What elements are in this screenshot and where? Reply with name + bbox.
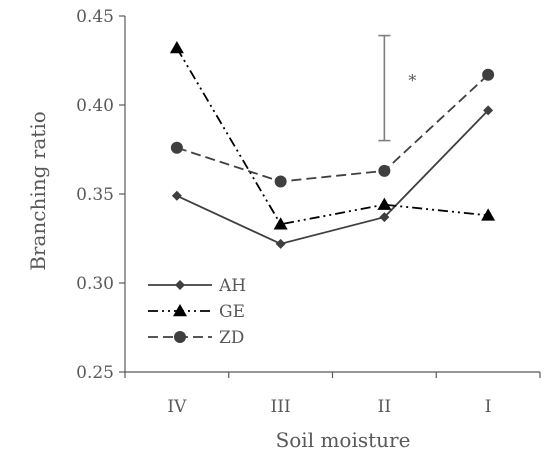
legend-item-zd: ZD <box>148 328 244 348</box>
data-point-ge <box>169 41 184 54</box>
data-point-ah <box>379 212 390 223</box>
data-point-ah <box>171 190 182 201</box>
data-point-ah <box>275 238 286 249</box>
legend-item-ge: GE <box>148 302 245 322</box>
legend-item-ah: AH <box>148 276 246 296</box>
y-tick-label: 0.25 <box>76 363 114 383</box>
y-tick-label: 0.45 <box>76 7 114 27</box>
legend-label: AH <box>218 276 246 296</box>
y-axis-title: Branching ratio <box>26 111 50 271</box>
x-axis-title: Soil moisture <box>276 428 411 452</box>
y-tick-label: 0.30 <box>76 274 114 294</box>
significance-annotation: * <box>378 34 416 142</box>
data-point-zd <box>274 175 287 188</box>
data-point-ah <box>483 105 494 116</box>
data-point-zd <box>378 164 391 177</box>
series-line-ah <box>176 109 489 245</box>
series-lines <box>169 41 496 249</box>
legend-marker <box>175 280 185 290</box>
x-tick-label: IV <box>167 397 187 417</box>
legend-marker <box>173 304 187 317</box>
series-line-zd <box>176 74 489 183</box>
x-tick-label: III <box>271 397 291 417</box>
x-tick-label: II <box>378 397 391 417</box>
legend-label: GE <box>219 302 245 322</box>
data-point-zd <box>482 68 495 81</box>
significance-label: * <box>408 71 416 90</box>
legend-label: ZD <box>219 328 244 348</box>
y-tick-label: 0.40 <box>76 96 114 116</box>
series-ah <box>171 105 494 249</box>
series-ge <box>169 41 496 230</box>
axes <box>124 16 540 373</box>
series-zd <box>170 68 495 188</box>
data-point-zd <box>170 141 183 154</box>
data-point-ge <box>377 197 392 210</box>
legend-marker <box>174 331 186 343</box>
series-line-ge <box>176 47 489 226</box>
data-point-ge <box>273 217 288 230</box>
y-tick-label: 0.35 <box>76 185 114 205</box>
x-tick-label: I <box>485 397 492 417</box>
data-point-ge <box>481 208 496 221</box>
legend: AH GE ZD <box>148 276 246 348</box>
